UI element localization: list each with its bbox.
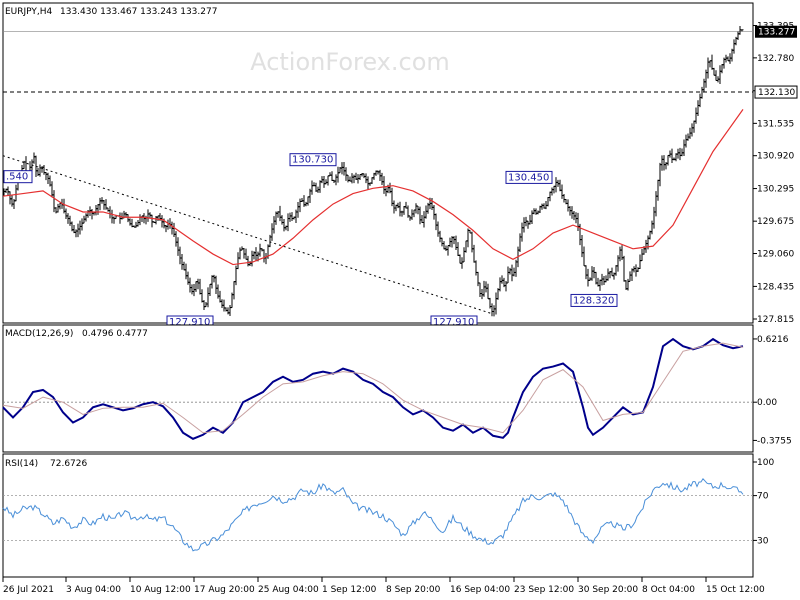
level-line-label: 132.130 bbox=[758, 88, 795, 98]
price-tick-label: 132.780 bbox=[757, 54, 794, 64]
price-panel: ActionForex.com EURJPY,H4 133.430 133.46… bbox=[2, 2, 798, 329]
rsi-panel: RSI(14) 72.6726 100 70 30 bbox=[2, 453, 774, 578]
price-annotations: .540 130.730 130.450 127.910 127.910 128.320 bbox=[3, 153, 618, 329]
annotation-label: 127.910 bbox=[433, 317, 474, 328]
rsi-values: 72.6726 bbox=[50, 459, 87, 469]
trendline bbox=[2, 155, 494, 315]
price-tick-label: 130.295 bbox=[757, 185, 794, 195]
time-tick-label: 8 Oct 04:00 bbox=[642, 585, 695, 595]
current-price-line: 133.277 bbox=[3, 25, 797, 38]
time-tick-label: 3 Aug 04:00 bbox=[66, 585, 121, 595]
macd-tick-label: -0.3755 bbox=[757, 436, 792, 446]
price-tick-label: 129.675 bbox=[757, 217, 794, 227]
rsi-title: RSI(14) bbox=[5, 459, 38, 469]
macd-panel: MACD(12,26,9) 0.4796 0.4777 0.6216 0.00 -0… bbox=[2, 324, 792, 453]
level-line: 132.130 bbox=[3, 85, 798, 99]
level-line-box bbox=[754, 85, 798, 99]
annotation-label: 127.910 bbox=[169, 317, 210, 328]
time-tick-label: 10 Aug 12:00 bbox=[130, 585, 191, 595]
macd-tick-label: 0.00 bbox=[757, 398, 777, 408]
time-tick-label: 16 Sep 04:00 bbox=[450, 585, 510, 595]
time-tick-label: 23 Sep 12:00 bbox=[514, 585, 574, 595]
macd-axis-ticks: 0.6216 0.00 -0.3755 bbox=[3, 335, 792, 446]
watermark: ActionForex.com bbox=[250, 48, 450, 76]
annotation-label: 130.450 bbox=[508, 172, 549, 183]
macd-title: MACD(12,26,9) bbox=[5, 329, 73, 339]
price-axis-ticks: 133.395132.780132.155131.535130.920130.2… bbox=[753, 22, 794, 325]
rsi-tick-label: 70 bbox=[757, 492, 769, 502]
time-tick-label: 1 Sep 12:00 bbox=[322, 585, 377, 595]
time-tick-label: 26 Jul 2021 bbox=[3, 585, 54, 595]
macd-line bbox=[2, 337, 744, 440]
macd-values: 0.4796 0.4777 bbox=[82, 329, 148, 339]
current-price-label: 133.277 bbox=[758, 28, 795, 38]
annotation-label: 130.730 bbox=[292, 155, 333, 166]
annotation-label: 128.320 bbox=[573, 295, 614, 306]
chart-symbol: EURJPY,H4 bbox=[5, 7, 53, 17]
macd-tick-label: 0.6216 bbox=[757, 335, 789, 345]
macd-signal-line bbox=[2, 342, 744, 434]
annotation-box bbox=[3, 170, 33, 184]
annotation-label: .540 bbox=[6, 172, 28, 183]
time-tick-label: 8 Sep 20:00 bbox=[386, 585, 441, 595]
annotation-box bbox=[570, 293, 618, 307]
current-price-box bbox=[755, 25, 797, 38]
rsi-lines bbox=[2, 478, 744, 552]
trendline-stroke bbox=[2, 155, 494, 315]
annotation-box bbox=[505, 170, 553, 184]
price-tick-label: 130.920 bbox=[757, 152, 794, 162]
rsi-tick-label: 30 bbox=[757, 536, 769, 546]
time-tick-label: 30 Sep 20:00 bbox=[578, 585, 638, 595]
annotation-box bbox=[289, 153, 337, 167]
price-tick-label: 127.815 bbox=[757, 315, 794, 325]
price-tick-label: 131.535 bbox=[757, 119, 794, 129]
chart-ohlc: 133.430 133.467 133.243 133.277 bbox=[60, 7, 217, 17]
time-tick-label: 15 Oct 12:00 bbox=[706, 585, 765, 595]
time-axis: 26 Jul 2021 3 Aug 04:00 10 Aug 12:00 17 Aug… bbox=[2, 577, 765, 595]
price-tick-label: 129.060 bbox=[757, 250, 794, 260]
moving-average-line bbox=[2, 109, 744, 266]
macd-lines bbox=[2, 337, 744, 440]
price-bars bbox=[2, 25, 744, 317]
price-tick-label: 128.435 bbox=[757, 282, 794, 292]
time-tick-label: 25 Aug 04:00 bbox=[258, 585, 319, 595]
rsi-tick-label: 100 bbox=[757, 458, 774, 468]
rsi-axis-ticks: 100 70 30 bbox=[3, 458, 774, 546]
rsi-line bbox=[2, 478, 744, 552]
moving-average bbox=[2, 109, 744, 266]
time-tick-label: 17 Aug 20:00 bbox=[194, 585, 255, 595]
